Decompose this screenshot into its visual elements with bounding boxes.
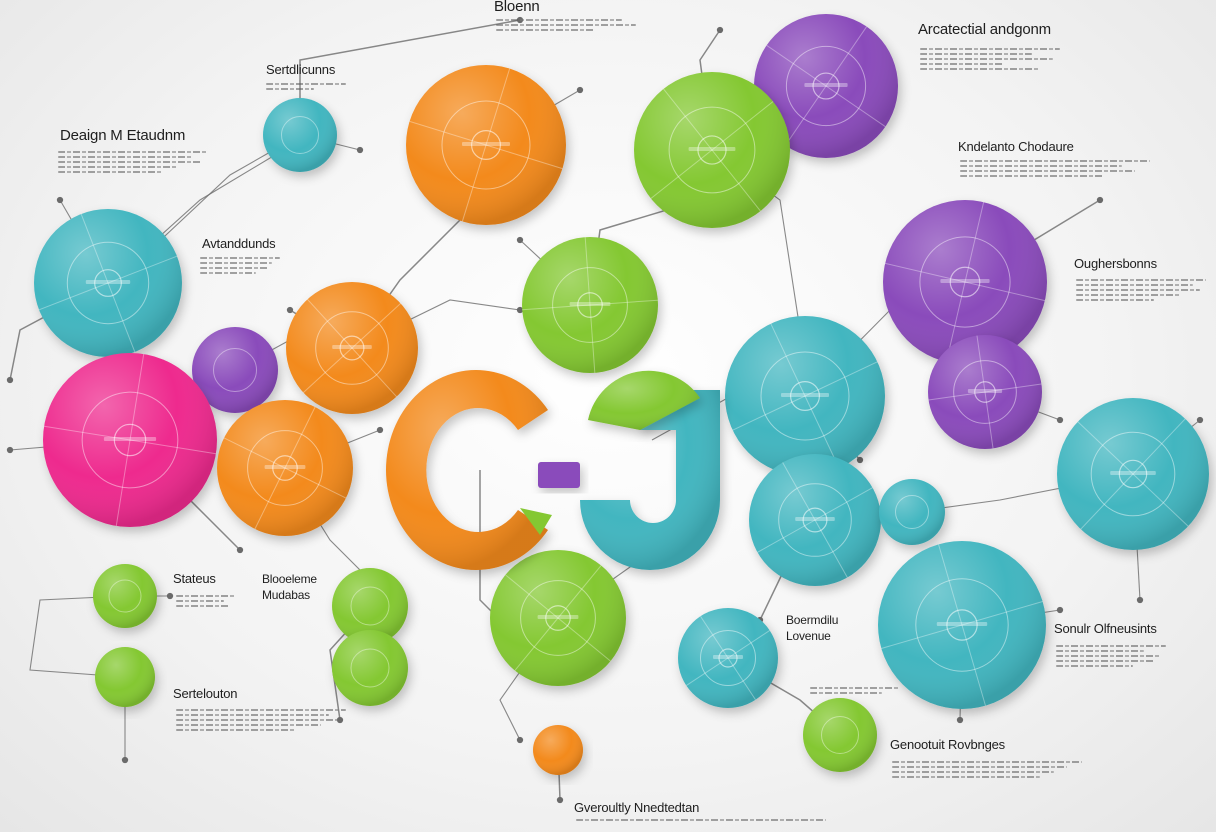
- teal-circle-node: [878, 541, 1046, 709]
- label-top-right: Arcatectial andgonm: [918, 21, 1051, 38]
- connector-dot: [516, 306, 524, 314]
- teal-circle-node: [749, 454, 881, 586]
- label-bottom-mid-right: Boermdilu Lovenue: [786, 613, 839, 643]
- connector-dot: [166, 592, 174, 600]
- text-block: [200, 254, 280, 277]
- connector-dot: [376, 426, 384, 434]
- label-right-mid: Kndelanto Chodaure: [958, 139, 1074, 154]
- text-block: [496, 16, 636, 34]
- text-block: [176, 706, 346, 734]
- green-circle-node: [93, 564, 157, 628]
- connector-dot: [336, 716, 344, 724]
- label-bottom-left-a: Stateus: [173, 571, 216, 586]
- label-bottom-left-b: Blooeleme Mudabas: [262, 572, 317, 602]
- purple-circle-node: [883, 200, 1047, 364]
- green-circle-node: [490, 550, 626, 686]
- green-wedge: [520, 508, 552, 535]
- green-circle-node: [634, 72, 790, 228]
- label-right-side: Oughersbonns: [1074, 256, 1157, 271]
- teal-circle-node: [879, 479, 945, 545]
- label-top-center: Bloenn: [494, 0, 540, 15]
- teal-circle-node: [1057, 398, 1209, 550]
- green-circle-node: [332, 630, 408, 706]
- magenta-circle-node: [43, 353, 217, 527]
- green-j-cap-gloss: [588, 370, 700, 430]
- green-circle-node: [522, 237, 658, 373]
- label-top-left: Sertdlicunns: [266, 62, 336, 77]
- green-circle-node: [95, 647, 155, 707]
- text-block: [892, 758, 1082, 781]
- connector-dot: [516, 736, 524, 744]
- text-block: [1056, 642, 1166, 670]
- label-bottom-center: Gveroultly Nnedtedtan: [574, 800, 700, 815]
- connector-dot: [56, 196, 64, 204]
- label-bottom-right-b: Genootuit Rovbnges: [890, 737, 1005, 752]
- connector-dot: [1136, 596, 1144, 604]
- text-block: [920, 45, 1060, 73]
- connector-dot: [1056, 416, 1064, 424]
- label-left-mid: Avtanddunds: [202, 236, 276, 251]
- purple-circle-node: [928, 335, 1042, 449]
- orange-circle-node: [406, 65, 566, 225]
- connector-dot: [1096, 196, 1104, 204]
- teal-circle-node: [263, 98, 337, 172]
- connector-dot: [356, 146, 364, 154]
- teal-j-shape-gloss: [580, 390, 720, 570]
- orange-circle-node: [533, 725, 583, 775]
- purple-circle-node: [192, 327, 278, 413]
- text-block: [810, 684, 900, 697]
- connector-dot: [516, 236, 524, 244]
- orange-circle-node: [286, 282, 418, 414]
- connector-dot: [716, 26, 724, 34]
- text-block: [1076, 276, 1206, 304]
- label-bottom-right-a: Sonulr Olfneusints: [1054, 621, 1157, 636]
- connector-dot: [556, 796, 564, 804]
- orange-c-shape-gloss: [386, 370, 548, 570]
- green-circle-node: [332, 568, 408, 644]
- teal-circle-node: [725, 316, 885, 476]
- connector-dot: [6, 446, 14, 454]
- text-block: [176, 592, 236, 610]
- connector-dot: [236, 546, 244, 554]
- center-letters: [386, 370, 720, 570]
- label-left-title: Deaign M Etaudnm: [60, 127, 186, 144]
- connector-dot: [956, 716, 964, 724]
- connector-dot: [286, 306, 294, 314]
- teal-circle-node: [678, 608, 778, 708]
- text-block: [266, 80, 346, 93]
- green-circle-node: [803, 698, 877, 772]
- connector-dot: [6, 376, 14, 384]
- purple-circle-node: [754, 14, 898, 158]
- text-block: [58, 148, 208, 176]
- circle-nodes: [34, 14, 1209, 775]
- text-block: [960, 157, 1150, 180]
- connector-dot: [576, 86, 584, 94]
- text-block: [576, 816, 826, 824]
- connector-dot: [1056, 606, 1064, 614]
- label-bottom-left-c: Sertelouton: [173, 686, 238, 701]
- purple-block: [538, 462, 580, 488]
- connector-line: [29, 595, 126, 678]
- connector-dot: [856, 456, 864, 464]
- orange-circle-node: [217, 400, 353, 536]
- connector-dot: [121, 756, 129, 764]
- connector-dot: [1196, 416, 1204, 424]
- teal-circle-node: [34, 209, 182, 357]
